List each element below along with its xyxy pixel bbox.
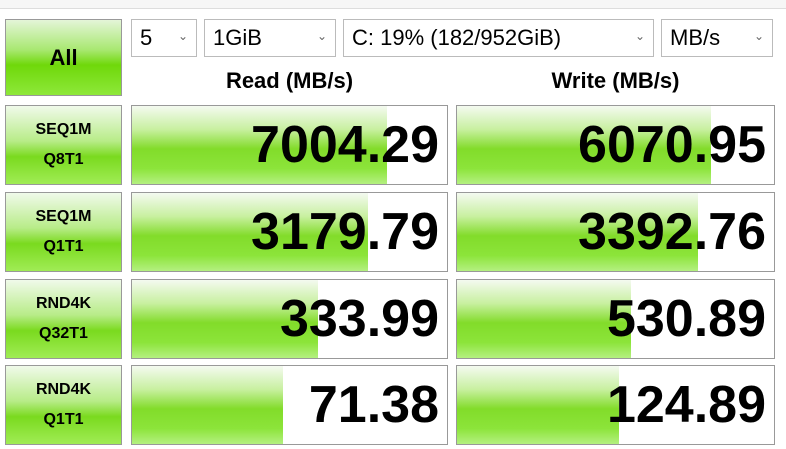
drive-value: C: 19% (182/952GiB)	[352, 25, 562, 50]
test-name: RND4K	[35, 381, 92, 398]
test-button[interactable]: SEQ1M Q1T1	[5, 192, 122, 272]
test-params: Q32T1	[39, 325, 88, 342]
test-params: Q1T1	[43, 411, 84, 428]
test-params: Q8T1	[43, 151, 84, 168]
test-params: Q1T1	[43, 238, 84, 255]
read-bar	[132, 366, 284, 444]
test-name: RND4K	[35, 295, 92, 312]
test-count-value: 5	[140, 25, 153, 50]
read-result: 7004.29	[131, 105, 448, 185]
test-name: SEQ1M	[35, 121, 92, 138]
write-result: 124.89	[456, 365, 775, 445]
all-button[interactable]: All	[5, 19, 122, 96]
unit-value: MB/s	[670, 25, 721, 50]
write-result: 6070.95	[456, 105, 775, 185]
write-bar	[457, 366, 619, 444]
read-result: 333.99	[131, 279, 448, 359]
write-bar	[457, 280, 632, 358]
drive-select[interactable]: C: 19% (182/952GiB) ⌄	[343, 19, 654, 57]
unit-select[interactable]: MB/s ⌄	[661, 19, 773, 57]
read-bar	[132, 280, 318, 358]
chevron-down-icon: ⌄	[177, 29, 188, 43]
read-result: 3179.79	[131, 192, 448, 272]
test-size-value: 1GiB	[213, 25, 262, 50]
test-size-select[interactable]: 1GiB ⌄	[204, 19, 336, 57]
read-result: 71.38	[131, 365, 448, 445]
chevron-down-icon: ⌄	[753, 29, 764, 43]
read-value: 3179.79	[251, 203, 439, 261]
write-value: 530.89	[606, 290, 766, 348]
read-header: Read (MB/s)	[225, 68, 354, 93]
test-button[interactable]: RND4K Q32T1	[5, 279, 122, 359]
write-header: Write (MB/s)	[551, 68, 680, 93]
test-button[interactable]: SEQ1M Q8T1	[5, 105, 122, 185]
chevron-down-icon: ⌄	[634, 29, 645, 43]
write-result: 530.89	[456, 279, 775, 359]
write-value: 6070.95	[578, 116, 766, 174]
read-value: 333.99	[279, 290, 439, 348]
read-value: 7004.29	[251, 116, 439, 174]
write-bar	[457, 193, 698, 271]
test-name: SEQ1M	[35, 208, 92, 225]
chevron-down-icon: ⌄	[316, 29, 327, 43]
read-value: 71.38	[308, 376, 439, 434]
test-count-select[interactable]: 5 ⌄	[131, 19, 197, 57]
read-bar	[132, 106, 388, 184]
write-bar	[457, 106, 711, 184]
title-bar	[0, 0, 786, 9]
write-result: 3392.76	[456, 192, 775, 272]
write-value: 3392.76	[578, 203, 766, 261]
test-button[interactable]: RND4K Q1T1	[5, 365, 122, 445]
write-value: 124.89	[606, 376, 766, 434]
read-bar	[132, 193, 369, 271]
